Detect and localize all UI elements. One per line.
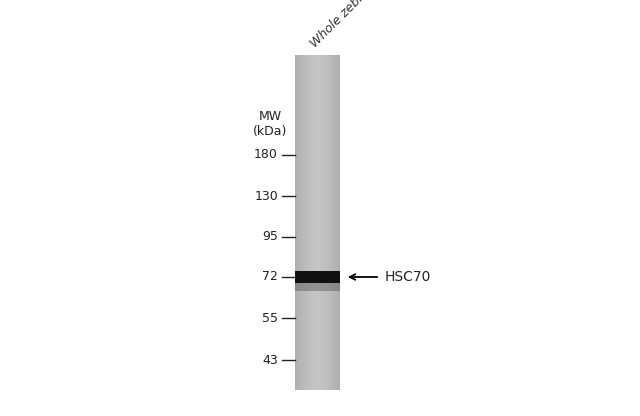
Text: 43: 43 bbox=[262, 354, 278, 366]
Text: 55: 55 bbox=[262, 312, 278, 324]
Bar bbox=[295, 283, 340, 291]
Text: Whole zebrafish: Whole zebrafish bbox=[308, 0, 388, 50]
Bar bbox=[295, 271, 340, 283]
Text: 95: 95 bbox=[262, 230, 278, 243]
Text: 180: 180 bbox=[254, 149, 278, 161]
Text: 130: 130 bbox=[254, 190, 278, 203]
Text: MW
(kDa): MW (kDa) bbox=[253, 110, 287, 138]
Text: 72: 72 bbox=[262, 270, 278, 283]
Text: HSC70: HSC70 bbox=[385, 270, 431, 284]
